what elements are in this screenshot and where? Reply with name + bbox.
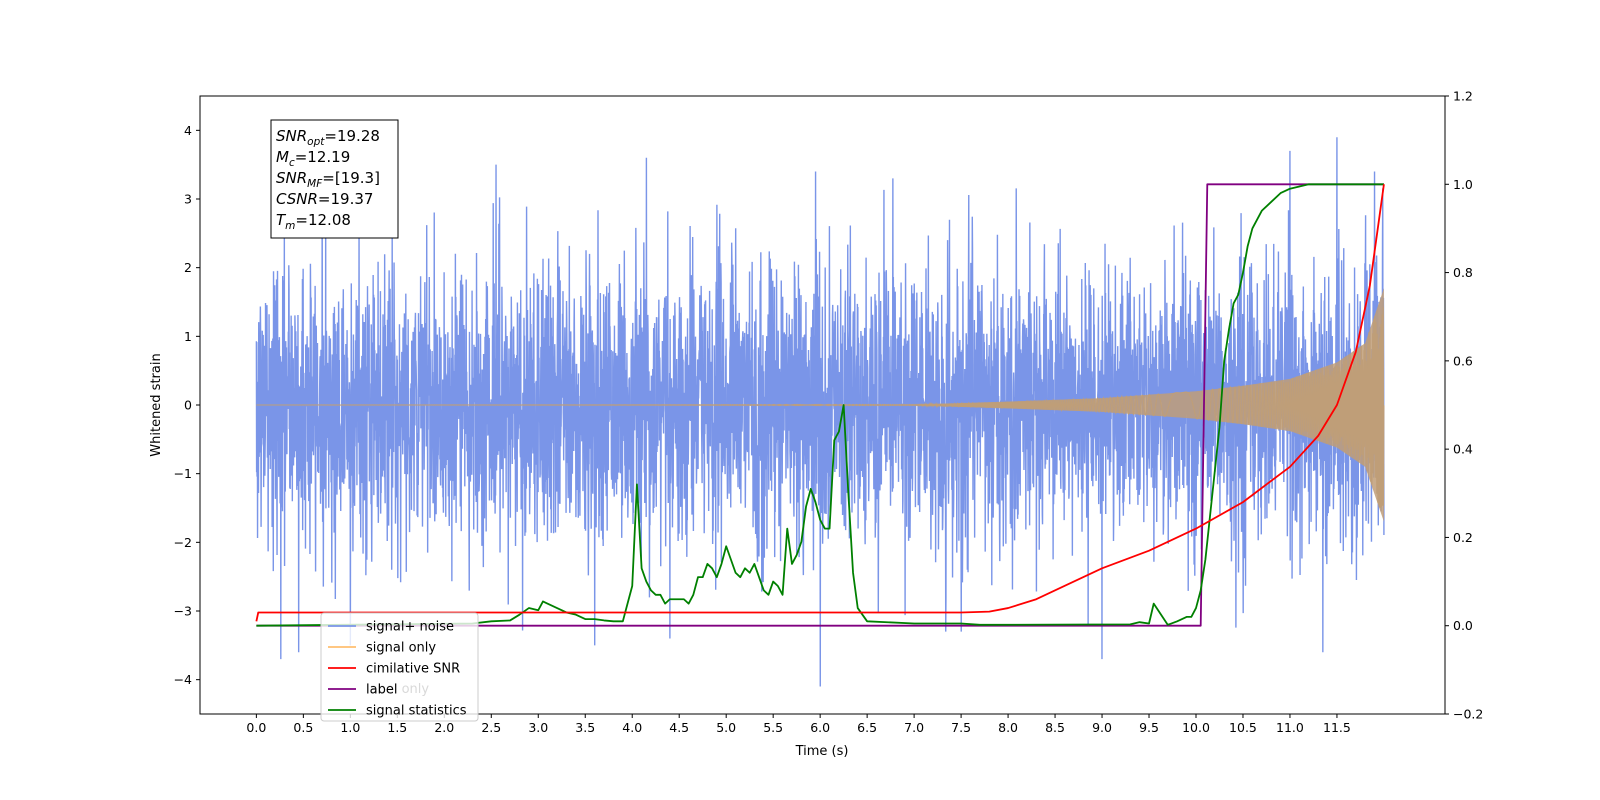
x-tick-label: 2.0 bbox=[434, 720, 454, 735]
x-tick-label: 1.0 bbox=[340, 720, 360, 735]
legend-entry: signal+ noise bbox=[366, 620, 454, 635]
series-signal-statistics bbox=[256, 183, 1384, 627]
annotation-box: SNRopt=19.28Mc=12.19SNRMF=[19.3]CSNR=19.… bbox=[270, 119, 399, 239]
x-tick-label: 5.0 bbox=[716, 720, 736, 735]
y-tick-label: −2 bbox=[174, 535, 192, 550]
y-tick-label: 2 bbox=[184, 260, 192, 275]
x-tick-label: 1.5 bbox=[387, 720, 407, 735]
series-label bbox=[256, 183, 1384, 627]
legend-entry: label bbox=[366, 683, 397, 698]
legend-entry: signal only bbox=[366, 641, 436, 656]
y2-tick-label: 1.0 bbox=[1453, 177, 1473, 192]
signal-noise-line bbox=[255, 137, 1385, 687]
annotation-line: Tm=12.08 bbox=[276, 211, 351, 232]
x-tick-label: 2.5 bbox=[481, 720, 501, 735]
y-tick-label: −1 bbox=[174, 466, 192, 481]
x-tick-label: 4.5 bbox=[669, 720, 689, 735]
y2-tick-label: 0.2 bbox=[1453, 530, 1473, 545]
x-tick-label: 11.0 bbox=[1276, 720, 1304, 735]
y2-tick-label: 1.2 bbox=[1453, 89, 1473, 104]
y2-tick-label: 0.4 bbox=[1453, 442, 1473, 457]
annotation-line: Mc=12.19 bbox=[276, 148, 350, 169]
x-tick-label: 10.0 bbox=[1182, 720, 1210, 735]
series-signal-only bbox=[256, 288, 1385, 522]
annotation-line: CSNR=19.37 bbox=[276, 190, 373, 208]
x-tick-label: 9.5 bbox=[1139, 720, 1159, 735]
y-tick-label: −3 bbox=[174, 604, 192, 619]
x-tick-label: 0.0 bbox=[246, 720, 266, 735]
x-tick-label: 10.5 bbox=[1229, 720, 1257, 735]
y-axis-label: Whitened strain bbox=[149, 353, 164, 456]
x-tick-label: 6.5 bbox=[857, 720, 877, 735]
x-tick-label: 7.0 bbox=[904, 720, 924, 735]
annotation-line: SNRMF=[19.3] bbox=[276, 169, 380, 190]
y2-tick-label: 0.0 bbox=[1453, 618, 1473, 633]
y-tick-label: −4 bbox=[174, 672, 192, 687]
y-tick-label: 3 bbox=[184, 192, 192, 207]
series-signal-noise bbox=[255, 137, 1385, 687]
legend: signal+ noise signal only cimilative SNR si… bbox=[320, 612, 479, 722]
y-tick-label: 1 bbox=[184, 329, 192, 344]
x-tick-label: 4.0 bbox=[622, 720, 642, 735]
x-tick-label: 5.5 bbox=[763, 720, 783, 735]
legend-hidden-entry: label only bbox=[366, 682, 429, 697]
y-tick-label: 4 bbox=[184, 123, 192, 138]
y2-tick-label: 0.6 bbox=[1453, 353, 1473, 368]
signal-only-line bbox=[256, 307, 1385, 508]
y2-tick-label: 0.8 bbox=[1453, 265, 1473, 280]
x-tick-label: 8.0 bbox=[998, 720, 1018, 735]
y-tick-label: 0 bbox=[184, 398, 192, 413]
x-tick-label: 3.0 bbox=[528, 720, 548, 735]
x-tick-label: 11.5 bbox=[1323, 720, 1351, 735]
x-tick-label: 6.0 bbox=[810, 720, 830, 735]
series-cumulative-snr bbox=[255, 184, 1385, 622]
x-tick-label: 0.5 bbox=[293, 720, 313, 735]
x-axis-label: Time (s) bbox=[795, 744, 849, 759]
x-tick-label: 8.5 bbox=[1045, 720, 1065, 735]
x-tick-label: 9.0 bbox=[1092, 720, 1112, 735]
y2-tick-label: −0.2 bbox=[1453, 707, 1483, 722]
legend-entry: cimilative SNR bbox=[366, 662, 460, 677]
x-tick-label: 3.5 bbox=[575, 720, 595, 735]
annotation-line: SNRopt=19.28 bbox=[276, 127, 380, 148]
x-tick-label: 7.5 bbox=[951, 720, 971, 735]
legend-entry: signal statistics bbox=[366, 704, 467, 719]
